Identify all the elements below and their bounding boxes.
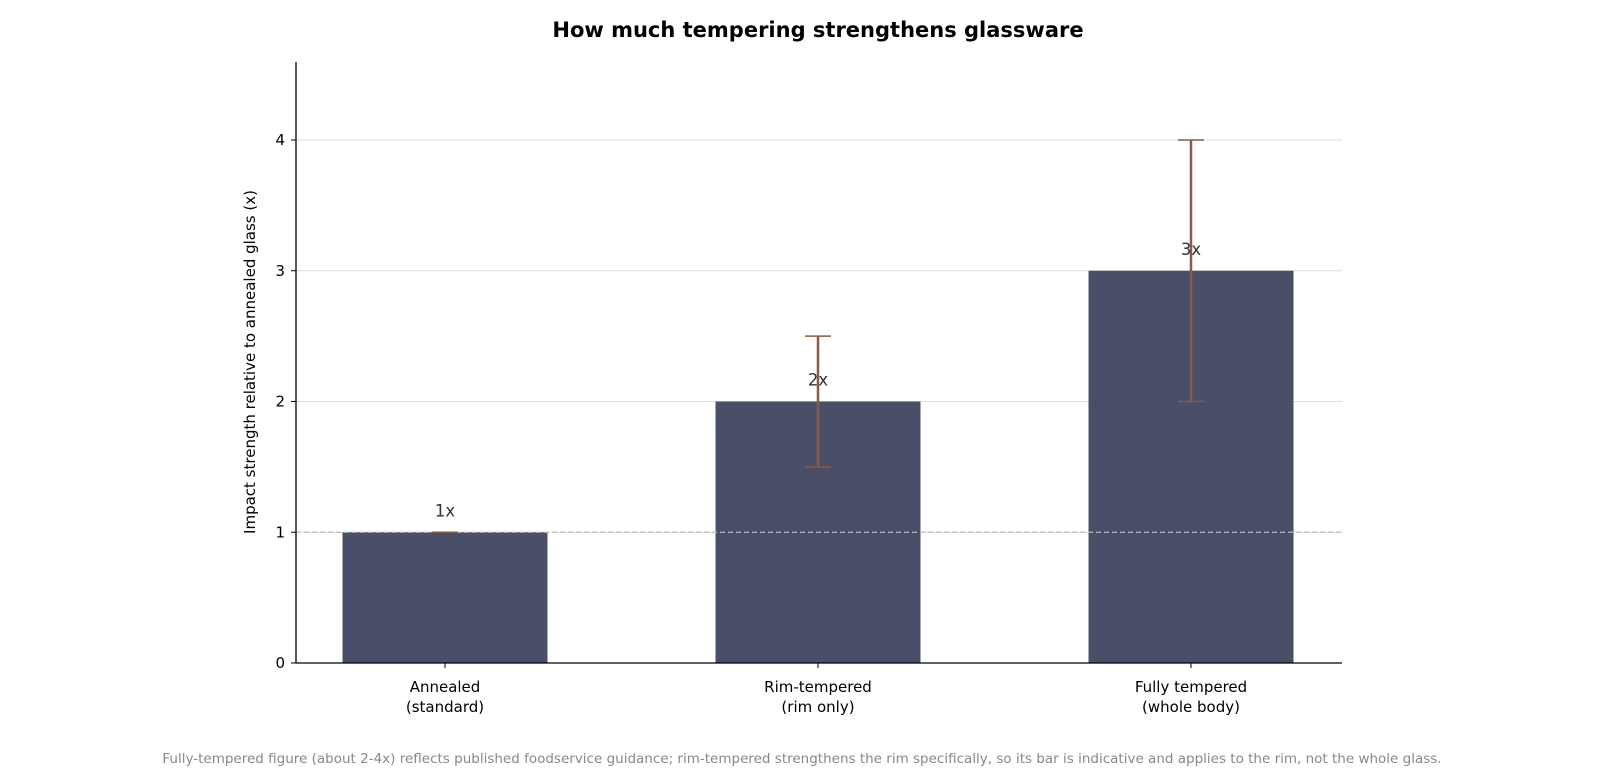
data-labels: 1x 2x 3x	[435, 240, 1201, 521]
y-axis-label: Impact strength relative to annealed gla…	[241, 190, 259, 534]
data-label: 2x	[808, 371, 828, 390]
y-tick-label: 1	[275, 523, 285, 541]
x-ticks: Annealed (standard) Rim-tempered (rim only)…	[406, 663, 1247, 716]
y-tick-label: 4	[275, 131, 285, 149]
x-tick-label-line: Rim-tempered	[764, 678, 872, 696]
footnote: Fully-tempered figure (about 2-4x) refle…	[162, 751, 1441, 767]
bar	[342, 532, 548, 663]
x-tick-label-line: Annealed	[410, 678, 481, 696]
x-tick-label: Rim-tempered (rim only)	[764, 678, 872, 716]
data-label: 1x	[435, 501, 455, 520]
chart-title: How much tempering strengthens glassware	[552, 18, 1083, 42]
y-tick-label: 2	[275, 393, 285, 411]
y-tick-label: 3	[275, 262, 285, 280]
x-tick-label-line: (whole body)	[1142, 698, 1240, 716]
x-tick-label-line: Fully tempered	[1135, 678, 1247, 696]
error-bar	[805, 335, 831, 468]
x-tick-label: Annealed (standard)	[406, 678, 484, 716]
error-bar	[1178, 139, 1204, 403]
y-ticks: 0 1 2 3 4	[275, 131, 296, 672]
x-tick-label-line: (standard)	[406, 698, 484, 716]
data-label: 3x	[1181, 240, 1201, 259]
x-tick-label: Fully tempered (whole body)	[1135, 678, 1247, 716]
y-tick-label: 0	[275, 654, 285, 672]
x-tick-label-line: (rim only)	[781, 698, 854, 716]
error-bars	[432, 139, 1204, 533]
axes	[295, 62, 1342, 664]
